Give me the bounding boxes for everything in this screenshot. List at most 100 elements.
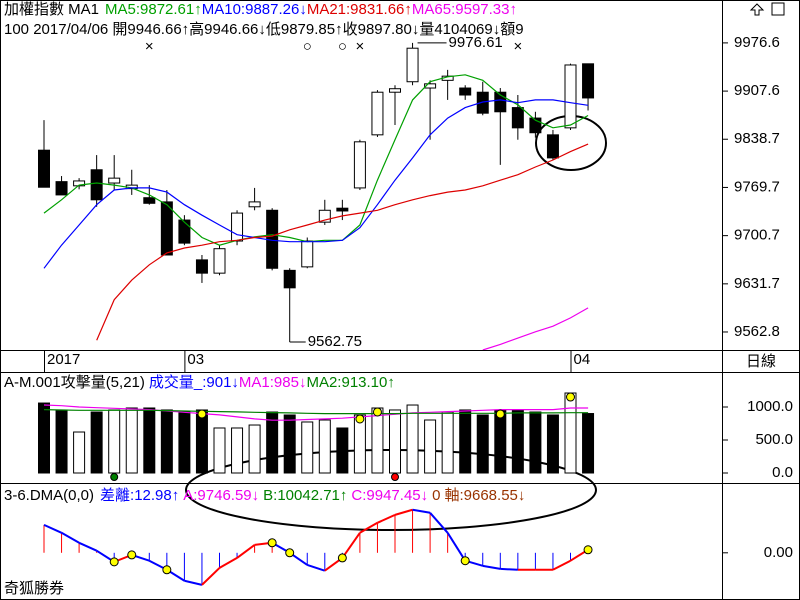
volume-bar — [160, 409, 173, 474]
y-tick-label: 9838.7 — [734, 130, 780, 147]
line-series — [43, 74, 589, 246]
x-tick-label: 2017 — [47, 351, 80, 368]
line-segment — [219, 557, 238, 569]
y-tick-label: 0.0 — [772, 464, 793, 481]
volume-bar — [301, 421, 314, 474]
candle-body — [55, 181, 68, 196]
y-tick-label: 0.00 — [764, 544, 793, 561]
volume-bar — [389, 409, 401, 474]
volume-bar — [424, 419, 437, 474]
annotation: 9562.75 — [308, 333, 362, 350]
signal: × — [145, 38, 154, 55]
signal-dot — [162, 565, 172, 575]
y-tick-label: 9631.7 — [734, 275, 780, 292]
volume-bar — [178, 411, 191, 474]
volume-bar — [476, 414, 489, 474]
line-segment — [306, 563, 326, 572]
volume-bar — [371, 407, 384, 474]
line-segment — [429, 512, 449, 534]
signal-dot — [583, 545, 593, 555]
line-segment — [359, 521, 378, 534]
line-segment — [394, 508, 413, 516]
signal-dot — [285, 548, 295, 558]
signal-dot — [391, 473, 399, 481]
signal-dot — [566, 392, 575, 402]
panel: × ○ ○ × × — [38, 38, 595, 350]
line-segment — [482, 564, 501, 570]
header-text: A-M.001攻擊量(5,21) 成交量_:901↓MA1:985↓MA2:913… — [4, 373, 395, 391]
volume-bar — [406, 404, 419, 474]
candle-body — [301, 240, 314, 268]
volume-bar — [582, 413, 595, 474]
header-item: 差離:12.98↑ — [100, 486, 179, 504]
line-series — [482, 307, 589, 350]
volume-bar — [125, 407, 138, 474]
candle-body — [564, 64, 577, 129]
volume-bar — [441, 411, 454, 474]
volume-bar — [353, 414, 366, 474]
volume-bar — [511, 409, 524, 474]
candle-body — [406, 47, 419, 83]
line-series — [96, 143, 589, 341]
header-text: 加權指數 MA1 MA5:9872.61↑MA10:9887.26↓MA21:98… — [4, 1, 517, 18]
candle-body — [494, 91, 507, 113]
x-tick-label: 04 — [574, 351, 591, 368]
header-text: 3-6.DMA(0,0) 差離:12.98↑ A:9746.59↓ B:10042.7… — [4, 486, 525, 504]
candle-body — [389, 88, 401, 93]
line-segment — [61, 531, 80, 544]
signal-dot — [127, 550, 137, 560]
header-item: A:9746.59↓ — [183, 487, 259, 504]
y-tick-label: 9562.8 — [734, 323, 780, 340]
header-item: MA21:9831.66↑ — [307, 1, 412, 18]
line-segment — [446, 532, 467, 562]
scroll-icon[interactable] — [749, 3, 765, 16]
volume-bar — [38, 402, 50, 474]
volume-bar — [318, 419, 331, 474]
header-item: B:10042.71↑ — [263, 487, 347, 504]
header-item: MA5:9872.61↑ — [105, 1, 202, 18]
volume-bar — [143, 407, 156, 474]
volume-bar — [266, 411, 279, 474]
header: 3-6.DMA(0,0) 差離:12.98↑ A:9746.59↓ B:10042.7… — [4, 486, 525, 504]
candle-body — [213, 248, 226, 274]
toolbar-icons[interactable] — [749, 2, 785, 16]
y-tick-label: 1000.0 — [747, 398, 793, 415]
line-series — [43, 404, 589, 421]
candle-body — [143, 197, 156, 204]
candle-body — [318, 209, 331, 223]
volume-bar — [283, 414, 296, 474]
volume-bar — [90, 411, 103, 474]
header-item: MA2:913.10↑ — [306, 374, 394, 391]
line-segment — [552, 559, 571, 571]
candle-body — [90, 169, 103, 201]
line-segment — [500, 567, 518, 571]
signal-dot — [109, 557, 119, 567]
footer: 奇狐勝券 — [4, 580, 64, 597]
header-item: 加權指數 MA1 — [4, 1, 99, 18]
candle-body — [160, 201, 173, 256]
volume-bar — [55, 409, 68, 474]
annotation: 9976.61 — [449, 34, 503, 51]
signal: × — [513, 38, 522, 55]
volume-bar — [195, 409, 208, 474]
line-segment — [377, 513, 396, 524]
window-icon[interactable] — [771, 2, 785, 16]
volume-bar — [231, 427, 244, 474]
y-tick-label: 500.0 — [755, 431, 793, 448]
header: 100 2017/04/06 開9946.66↑高9946.66↓低9879.8… — [4, 21, 524, 38]
candle-body — [529, 117, 542, 134]
signal-dot — [355, 414, 365, 424]
line-segment — [236, 544, 256, 559]
signal: × — [356, 38, 365, 55]
signal-dot — [337, 553, 347, 563]
candle-body — [353, 141, 366, 189]
header-item: A-M.001攻擊量(5,21) — [4, 373, 145, 391]
header-item: MA1:985↓ — [239, 374, 307, 391]
volume-bar — [336, 427, 349, 474]
candle-body — [336, 207, 349, 212]
volume-bar — [213, 427, 226, 474]
candle-body — [582, 63, 595, 99]
